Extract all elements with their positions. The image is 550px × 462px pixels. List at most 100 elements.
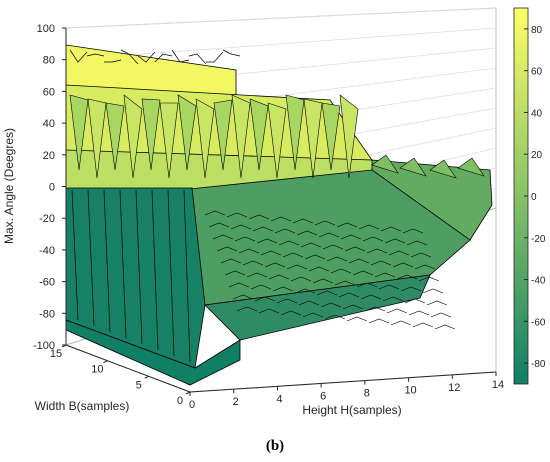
surface-step — [278, 240, 300, 246]
surface-step — [308, 266, 330, 272]
surface-ridge — [135, 189, 143, 345]
x-tick-label: 8 — [364, 388, 370, 400]
surface-step — [356, 282, 378, 288]
surface-top-ridge — [86, 53, 105, 57]
surface-step — [294, 288, 316, 294]
x-tick-label: 14 — [492, 379, 504, 391]
x-tick-label: 10 — [404, 385, 416, 397]
surface-step — [418, 276, 440, 282]
z-gridline — [65, 27, 497, 61]
x-tick-label: 6 — [320, 390, 326, 402]
surface-step — [412, 322, 434, 328]
surface-top-ridge — [120, 49, 139, 65]
colorbar-tick-label: -40 — [531, 276, 546, 287]
surface-top-ridge — [222, 49, 241, 57]
z-axis: 100 80 60 40 20 0 -20 -40 -60 -80 -100 — [33, 23, 67, 352]
y-tick-label: 15 — [50, 348, 62, 360]
surface-step — [410, 252, 432, 258]
surface-step — [340, 234, 362, 240]
y-tick — [61, 344, 67, 348]
y-axis-line — [65, 344, 191, 393]
surface-step — [380, 226, 402, 232]
surface-top-ridge — [104, 59, 122, 63]
surface-step — [344, 246, 366, 252]
surface-step — [378, 284, 400, 290]
surface-step — [382, 296, 404, 302]
surface-step — [280, 310, 302, 316]
surface-step — [270, 216, 292, 222]
colorbar-tick-label: -20 — [531, 234, 546, 245]
surface-step — [212, 234, 234, 240]
x-axis: 0 2 4 6 8 10 12 14 — [189, 371, 504, 411]
z-tick-label: -100 — [33, 340, 55, 352]
surface-spike — [123, 94, 143, 179]
surface-ridge — [151, 189, 159, 351]
surface-top-ridge — [206, 51, 224, 63]
x-tick-label: 4 — [276, 393, 282, 405]
surface-step — [324, 314, 346, 320]
surface-spike — [231, 94, 251, 179]
surface-top-ridge — [137, 51, 156, 63]
y-tick-label: 0 — [177, 395, 183, 407]
colorbar: 80 60 40 20 0 -20 -40 -60 -80 — [513, 7, 546, 385]
z-tick-label: 40 — [43, 118, 55, 130]
surface-step — [290, 276, 312, 282]
surface-step — [292, 218, 314, 224]
surface-step — [246, 272, 268, 278]
surface-step — [330, 268, 352, 274]
surface-step — [282, 252, 304, 258]
surface-plot — [65, 44, 493, 386]
z-tick-label: 0 — [49, 182, 55, 194]
surface-step — [406, 240, 428, 246]
surface-top-ridge — [188, 53, 207, 65]
surface-step — [316, 290, 338, 296]
surface-step — [258, 308, 280, 314]
surface-ridge — [87, 189, 95, 327]
surface-step — [390, 320, 412, 326]
surface-step — [362, 236, 384, 242]
surface-step — [374, 272, 396, 278]
surface-step — [228, 282, 250, 288]
surface-step — [384, 238, 406, 244]
surface-step — [336, 222, 358, 228]
surface-step — [254, 296, 276, 302]
surface-step — [388, 250, 410, 256]
surface-step — [392, 262, 414, 268]
surface-step — [320, 302, 342, 308]
surface-step — [366, 248, 388, 254]
surface-step — [220, 258, 242, 264]
surface-step — [364, 306, 386, 312]
surface-step — [348, 258, 370, 264]
surface-step — [312, 278, 334, 284]
surface-step — [226, 212, 248, 218]
surface-step — [386, 308, 408, 314]
surface-step — [302, 312, 324, 318]
surface-spike — [159, 102, 179, 179]
x-tick-label: 2 — [233, 396, 239, 408]
surface-spike — [195, 98, 215, 179]
surface-step — [268, 274, 290, 280]
surface-ridges — [69, 49, 485, 363]
colorbar-tick-label: -60 — [531, 317, 546, 328]
colorbar-tick-label: 0 — [531, 192, 537, 203]
surface-spike — [249, 98, 269, 171]
x-axis-label: Height H(samples) — [302, 403, 401, 417]
surface-step — [230, 224, 252, 230]
surface-ridge — [103, 189, 111, 333]
surface-step — [430, 312, 452, 318]
colorbar-tick-label: -80 — [531, 359, 546, 370]
surface-step — [414, 264, 436, 270]
surface-step — [322, 244, 344, 250]
surface-ridge — [167, 189, 175, 357]
surface-step — [314, 220, 336, 226]
surface-right-spike — [429, 159, 457, 179]
x-tick-label: 0 — [189, 399, 195, 411]
caption-label: (b) — [265, 438, 285, 454]
y-tick — [185, 391, 191, 395]
surface-step — [276, 298, 298, 304]
surface-step — [368, 318, 390, 324]
surface-step — [298, 300, 320, 306]
surface-step — [216, 246, 238, 252]
z-tick-label: -20 — [39, 213, 55, 225]
surface-spike — [285, 94, 305, 171]
